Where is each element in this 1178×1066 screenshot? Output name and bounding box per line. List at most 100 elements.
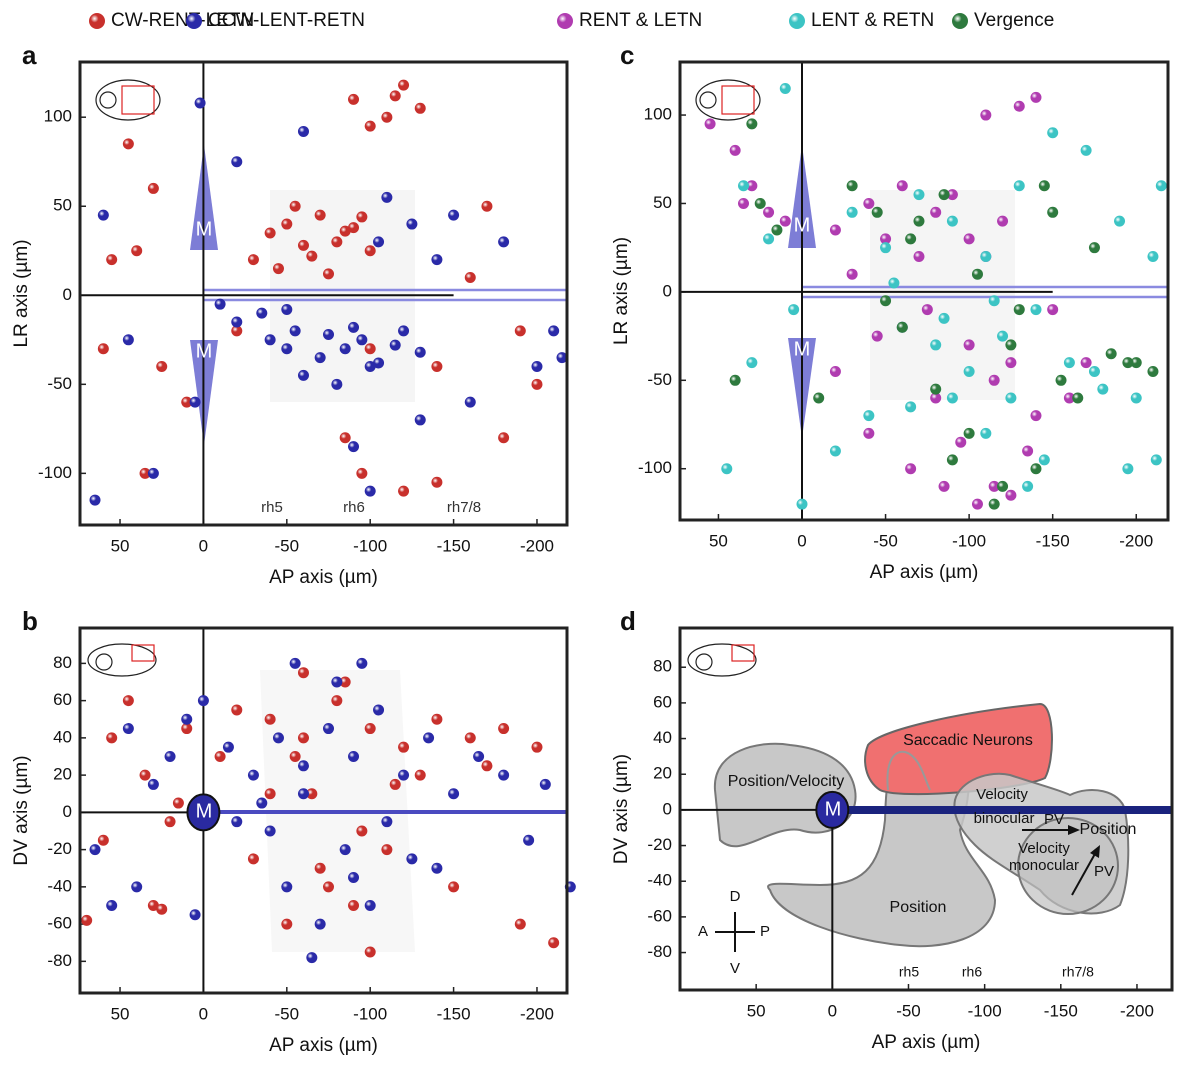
data-point	[331, 695, 343, 707]
diagram-label: V	[730, 960, 740, 977]
data-point	[704, 118, 716, 130]
y-tick-label: 0	[63, 802, 72, 821]
data-point	[381, 111, 393, 123]
data-point	[1038, 180, 1050, 192]
data-point	[256, 797, 268, 809]
data-point	[1030, 410, 1042, 422]
diagram-label: PV	[1044, 811, 1064, 828]
data-point	[348, 441, 360, 453]
data-point	[946, 454, 958, 466]
data-point	[314, 862, 326, 874]
data-point	[481, 200, 493, 212]
annotation: rh5	[261, 499, 283, 516]
data-point	[231, 156, 243, 168]
data-point	[122, 334, 134, 346]
data-point	[946, 392, 958, 404]
data-point	[913, 251, 925, 263]
data-point	[523, 834, 535, 846]
legend-label: CCW-LENT-RETN	[208, 10, 365, 31]
data-point	[331, 378, 343, 390]
data-point	[896, 180, 908, 192]
data-point	[1147, 251, 1159, 263]
data-point	[829, 365, 841, 377]
data-point	[122, 695, 134, 707]
data-point	[364, 120, 376, 132]
data-point	[189, 396, 201, 408]
data-point	[398, 741, 410, 753]
x-tick-label: 50	[709, 531, 728, 550]
x-tick-label: -200	[1119, 531, 1153, 550]
data-point	[272, 263, 284, 275]
data-point	[348, 321, 360, 333]
x-tick-label: -50	[275, 1004, 300, 1023]
y-tick-label: -60	[647, 906, 672, 925]
data-point	[829, 224, 841, 236]
data-point	[348, 93, 360, 105]
data-point	[348, 899, 360, 911]
data-point	[281, 343, 293, 355]
diagram-label: monocular	[1009, 857, 1079, 874]
data-point	[498, 432, 510, 444]
y-tick-label: 80	[653, 657, 672, 676]
data-point	[231, 704, 243, 716]
data-point	[364, 723, 376, 735]
panel-label: a	[22, 40, 37, 70]
data-point	[738, 197, 750, 209]
data-point	[1030, 463, 1042, 475]
legend-marker	[89, 13, 105, 29]
data-point	[164, 750, 176, 762]
data-point	[738, 180, 750, 192]
data-point	[323, 881, 335, 893]
data-point	[231, 816, 243, 828]
data-point	[514, 918, 526, 930]
data-point	[197, 695, 209, 707]
data-point	[1088, 242, 1100, 254]
data-point	[389, 778, 401, 790]
data-point	[323, 268, 335, 280]
data-point	[997, 480, 1009, 492]
y-tick-label: -40	[647, 871, 672, 890]
data-point	[289, 325, 301, 337]
data-point	[406, 218, 418, 230]
mauthner-cell	[815, 790, 850, 829]
data-point	[1013, 100, 1025, 112]
data-point	[281, 918, 293, 930]
data-point	[539, 778, 551, 790]
data-point	[1088, 365, 1100, 377]
x-tick-label: -50	[275, 536, 300, 555]
y-tick-label: -100	[638, 458, 672, 477]
data-point	[339, 343, 351, 355]
diagram-label: P	[760, 923, 770, 940]
legend-marker	[557, 13, 573, 29]
y-tick-label: 0	[663, 281, 672, 300]
data-point	[913, 215, 925, 227]
data-point	[938, 312, 950, 324]
data-point	[106, 732, 118, 744]
data-point	[281, 304, 293, 316]
data-point	[746, 357, 758, 369]
data-point	[498, 769, 510, 781]
data-point	[988, 374, 1000, 386]
data-point	[364, 245, 376, 257]
y-tick-label: -100	[38, 463, 72, 482]
data-point	[106, 899, 118, 911]
data-point	[1105, 348, 1117, 360]
data-point	[181, 723, 193, 735]
x-tick-label: 0	[828, 1001, 837, 1020]
x-tick-label: -200	[520, 1004, 554, 1023]
data-point	[414, 414, 426, 426]
diagram-label: Velocity	[1018, 840, 1070, 857]
diagram-label: rh7/8	[1062, 964, 1094, 980]
x-tick-label: 0	[199, 536, 208, 555]
data-point	[164, 816, 176, 828]
data-point	[156, 361, 168, 373]
data-point	[297, 667, 309, 679]
data-point	[955, 436, 967, 448]
plot-frame	[78, 60, 569, 527]
data-point	[356, 467, 368, 479]
data-point	[373, 704, 385, 716]
y-tick-label: -20	[47, 839, 72, 858]
data-point	[414, 102, 426, 114]
data-point	[888, 277, 900, 289]
data-point	[172, 797, 184, 809]
